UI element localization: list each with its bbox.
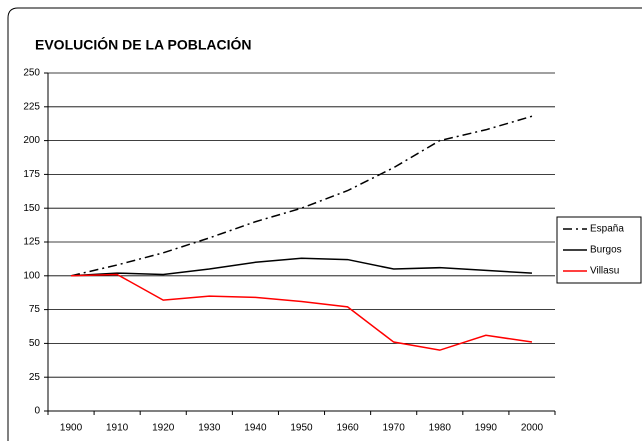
y-tick-label: 0 [34, 406, 40, 417]
series-line [71, 257, 532, 277]
series-line [70, 115, 533, 277]
series-line [71, 273, 533, 351]
x-tick-label: 1930 [198, 423, 221, 434]
chart-title: EVOLUCIÓN DE LA POBLACIÓN [35, 36, 252, 53]
x-tick-label: 2000 [521, 423, 544, 434]
y-tick-label: 150 [23, 203, 40, 214]
y-tick-label: 250 [23, 68, 40, 79]
y-tick-label: 50 [29, 338, 41, 349]
y-tick-label: 225 [23, 101, 40, 112]
x-tick-label: 1900 [60, 423, 83, 434]
y-tick-label: 175 [23, 169, 40, 180]
x-tick-label: 1970 [383, 423, 406, 434]
y-tick-label: 100 [23, 270, 40, 281]
y-tick-label: 75 [29, 304, 41, 315]
x-tick-label: 1940 [244, 423, 267, 434]
x-tick-label: 1920 [152, 423, 175, 434]
legend-label: Villasu [590, 266, 619, 277]
chart-frame [7, 7, 642, 441]
x-tick-label: 1980 [429, 423, 452, 434]
x-tick-label: 1960 [336, 423, 359, 434]
legend-label: España [590, 224, 624, 235]
y-tick-label: 200 [23, 135, 40, 146]
legend-label: Burgos [590, 245, 622, 256]
x-tick-label: 1990 [475, 423, 498, 434]
x-tick-label: 1910 [106, 423, 129, 434]
y-tick-label: 125 [23, 237, 40, 248]
x-tick-label: 1950 [290, 423, 313, 434]
y-tick-label: 25 [29, 372, 41, 383]
